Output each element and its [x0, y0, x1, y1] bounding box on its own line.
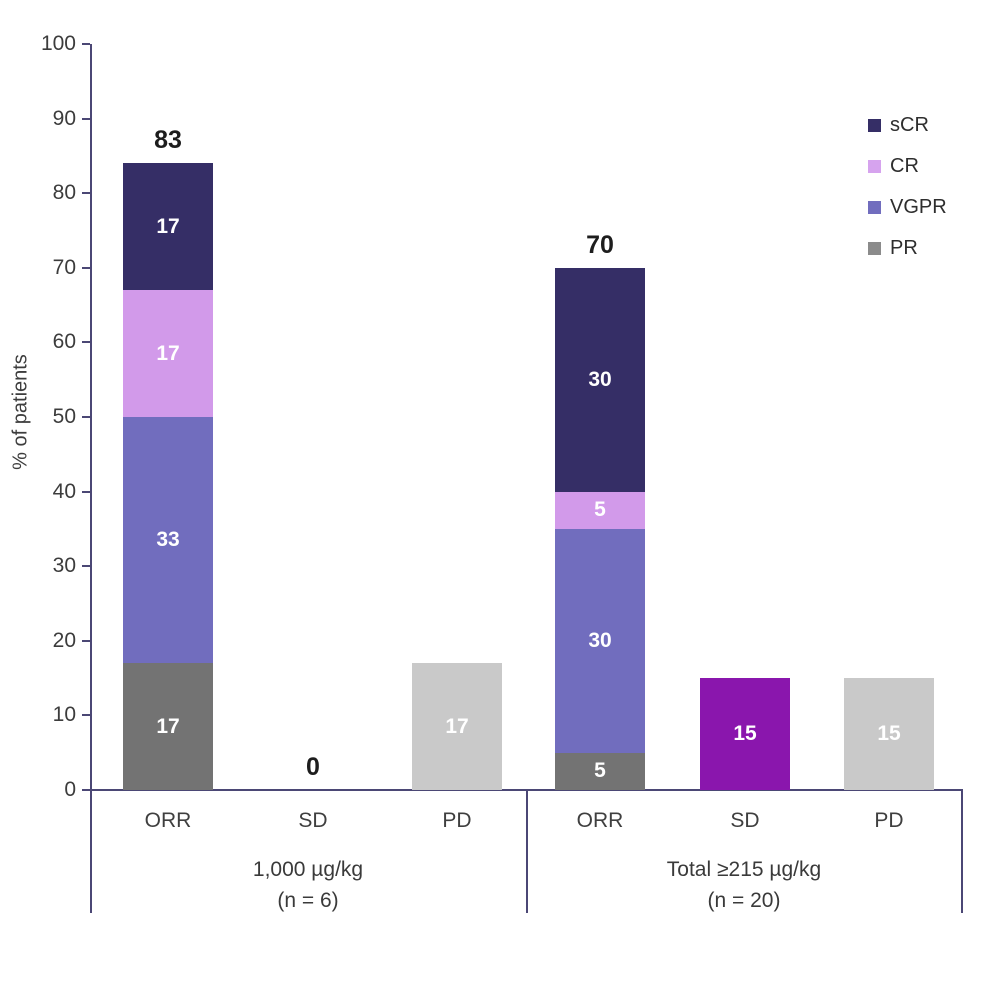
category-label: SD	[298, 809, 328, 832]
y-tick-label: 50	[52, 405, 76, 428]
segment-value-label: 17	[156, 341, 180, 365]
y-axis-line	[90, 44, 92, 913]
category-label: PD	[442, 809, 472, 832]
segment-value-label: 5	[594, 759, 606, 783]
bar-segment-pr: 17	[123, 663, 213, 790]
legend-label: sCR	[890, 114, 929, 136]
legend-swatch-pr	[868, 242, 881, 255]
bar-segment-vgpr: 30	[555, 528, 645, 753]
bar-segment-vgpr: 33	[123, 417, 213, 664]
bar-segment-cr: 5	[555, 491, 645, 529]
y-tick-mark	[82, 416, 90, 418]
bar-segment-pr: 5	[555, 752, 645, 790]
group-n-label: (n = 6)	[277, 889, 339, 912]
segment-value-label: 5	[594, 498, 606, 522]
y-tick-label: 100	[40, 32, 76, 55]
legend-swatch-cr	[868, 160, 881, 173]
group-label: 1,000 µg/kg (n = 6)	[148, 854, 468, 916]
category-label: SD	[730, 809, 760, 832]
y-tick-mark	[82, 714, 90, 717]
group-divider	[526, 790, 528, 913]
legend-item-vgpr: VGPR	[868, 196, 947, 218]
segment-value-label: 15	[733, 722, 757, 746]
legend-label: PR	[890, 237, 918, 259]
category-label: PD	[874, 809, 904, 832]
legend-label: VGPR	[890, 196, 947, 218]
segment-value-label: 30	[588, 628, 612, 652]
legend-item-scr: sCR	[868, 114, 929, 136]
legend-swatch-scr	[868, 119, 881, 132]
category-label: ORR	[144, 809, 192, 832]
y-tick-mark	[82, 341, 90, 344]
y-tick-label: 30	[52, 554, 76, 578]
category-label: ORR	[576, 809, 624, 832]
bar-segment-cr: 17	[123, 290, 213, 417]
legend-label: CR	[890, 155, 919, 177]
bar-segment-scr: 17	[123, 163, 213, 291]
bar-total-label: 0	[306, 753, 320, 781]
y-tick-mark	[82, 117, 90, 120]
y-tick-mark	[82, 490, 90, 493]
bar-segment-pd: 15	[844, 678, 934, 790]
bar-total-label: 83	[154, 126, 182, 155]
plot-right-border	[961, 790, 963, 913]
legend-swatch-vgpr	[868, 201, 881, 214]
group-label: Total ≥215 µg/kg (n = 20)	[584, 854, 904, 916]
segment-value-label: 15	[877, 722, 901, 746]
y-tick-label: 20	[52, 628, 76, 652]
bar-segment-pd: 17	[412, 663, 502, 790]
segment-value-label: 17	[445, 714, 469, 738]
y-tick-label: 70	[52, 255, 76, 279]
y-tick-label: 90	[52, 106, 76, 130]
segment-value-label: 30	[588, 367, 612, 391]
bar-total-label: 70	[586, 230, 614, 259]
group-dose-label: 1,000 µg/kg	[252, 858, 364, 881]
y-tick-label: 0	[64, 778, 76, 801]
y-tick-label: 40	[52, 479, 76, 503]
bar-segment-sd: 15	[700, 678, 790, 790]
group-n-label: (n = 20)	[707, 889, 781, 912]
segment-value-label: 17	[156, 214, 180, 238]
segment-value-label: 17	[156, 714, 180, 738]
y-tick-mark	[82, 43, 90, 45]
y-tick-mark	[82, 789, 90, 791]
y-tick-mark	[82, 192, 90, 195]
group-dose-label: Total ≥215 µg/kg	[666, 858, 822, 881]
y-tick-label: 60	[52, 330, 76, 354]
y-tick-mark	[82, 565, 90, 568]
legend: sCR CR VGPR PR	[868, 114, 988, 285]
legend-item-pr: PR	[868, 237, 918, 259]
bar-segment-scr: 30	[555, 267, 645, 492]
y-tick-mark	[82, 639, 90, 642]
segment-value-label: 33	[156, 528, 180, 552]
y-tick-label: 10	[52, 703, 76, 727]
y-tick-label: 80	[52, 181, 76, 205]
y-tick-mark	[82, 266, 90, 269]
legend-item-cr: CR	[868, 155, 919, 177]
